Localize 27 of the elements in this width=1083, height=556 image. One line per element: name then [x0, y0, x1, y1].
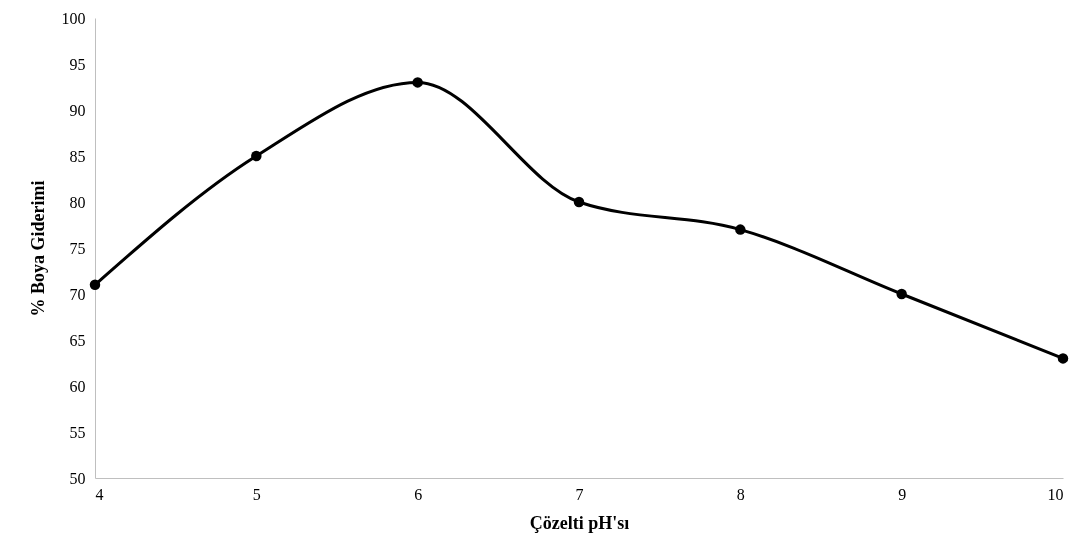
- y-tick-label: 75: [69, 239, 86, 257]
- x-tick-label: 7: [575, 485, 584, 503]
- point: [89, 279, 101, 291]
- point: [735, 224, 746, 235]
- x-tick-label: 10: [1047, 485, 1064, 503]
- point: [1057, 353, 1069, 364]
- y-axis-title: % Boya Giderimi: [27, 180, 48, 317]
- y-tick-label: 60: [69, 377, 86, 395]
- x-tick-label: 6: [414, 485, 423, 503]
- y-tick-label: 90: [69, 101, 86, 119]
- y-tick-label: 65: [69, 331, 86, 349]
- y-tick-label: 95: [69, 55, 86, 73]
- x-tick-label: 9: [898, 485, 907, 503]
- point: [412, 77, 423, 88]
- x-axis-title: Çözelti pH'sı: [529, 512, 630, 533]
- x-tick-label: 5: [252, 485, 261, 503]
- y-tick-label: 80: [69, 193, 86, 211]
- y-tick-label: 100: [61, 9, 86, 27]
- y-tick-label: 70: [69, 285, 86, 303]
- x-tick-label: 8: [736, 485, 745, 503]
- y-tick-label: 50: [69, 469, 86, 487]
- x-tick-label: 4: [95, 485, 104, 503]
- y-tick-label: 85: [69, 147, 86, 165]
- point: [896, 288, 907, 300]
- y-tick-label: 55: [69, 423, 86, 441]
- point: [573, 196, 585, 208]
- point: [251, 150, 262, 162]
